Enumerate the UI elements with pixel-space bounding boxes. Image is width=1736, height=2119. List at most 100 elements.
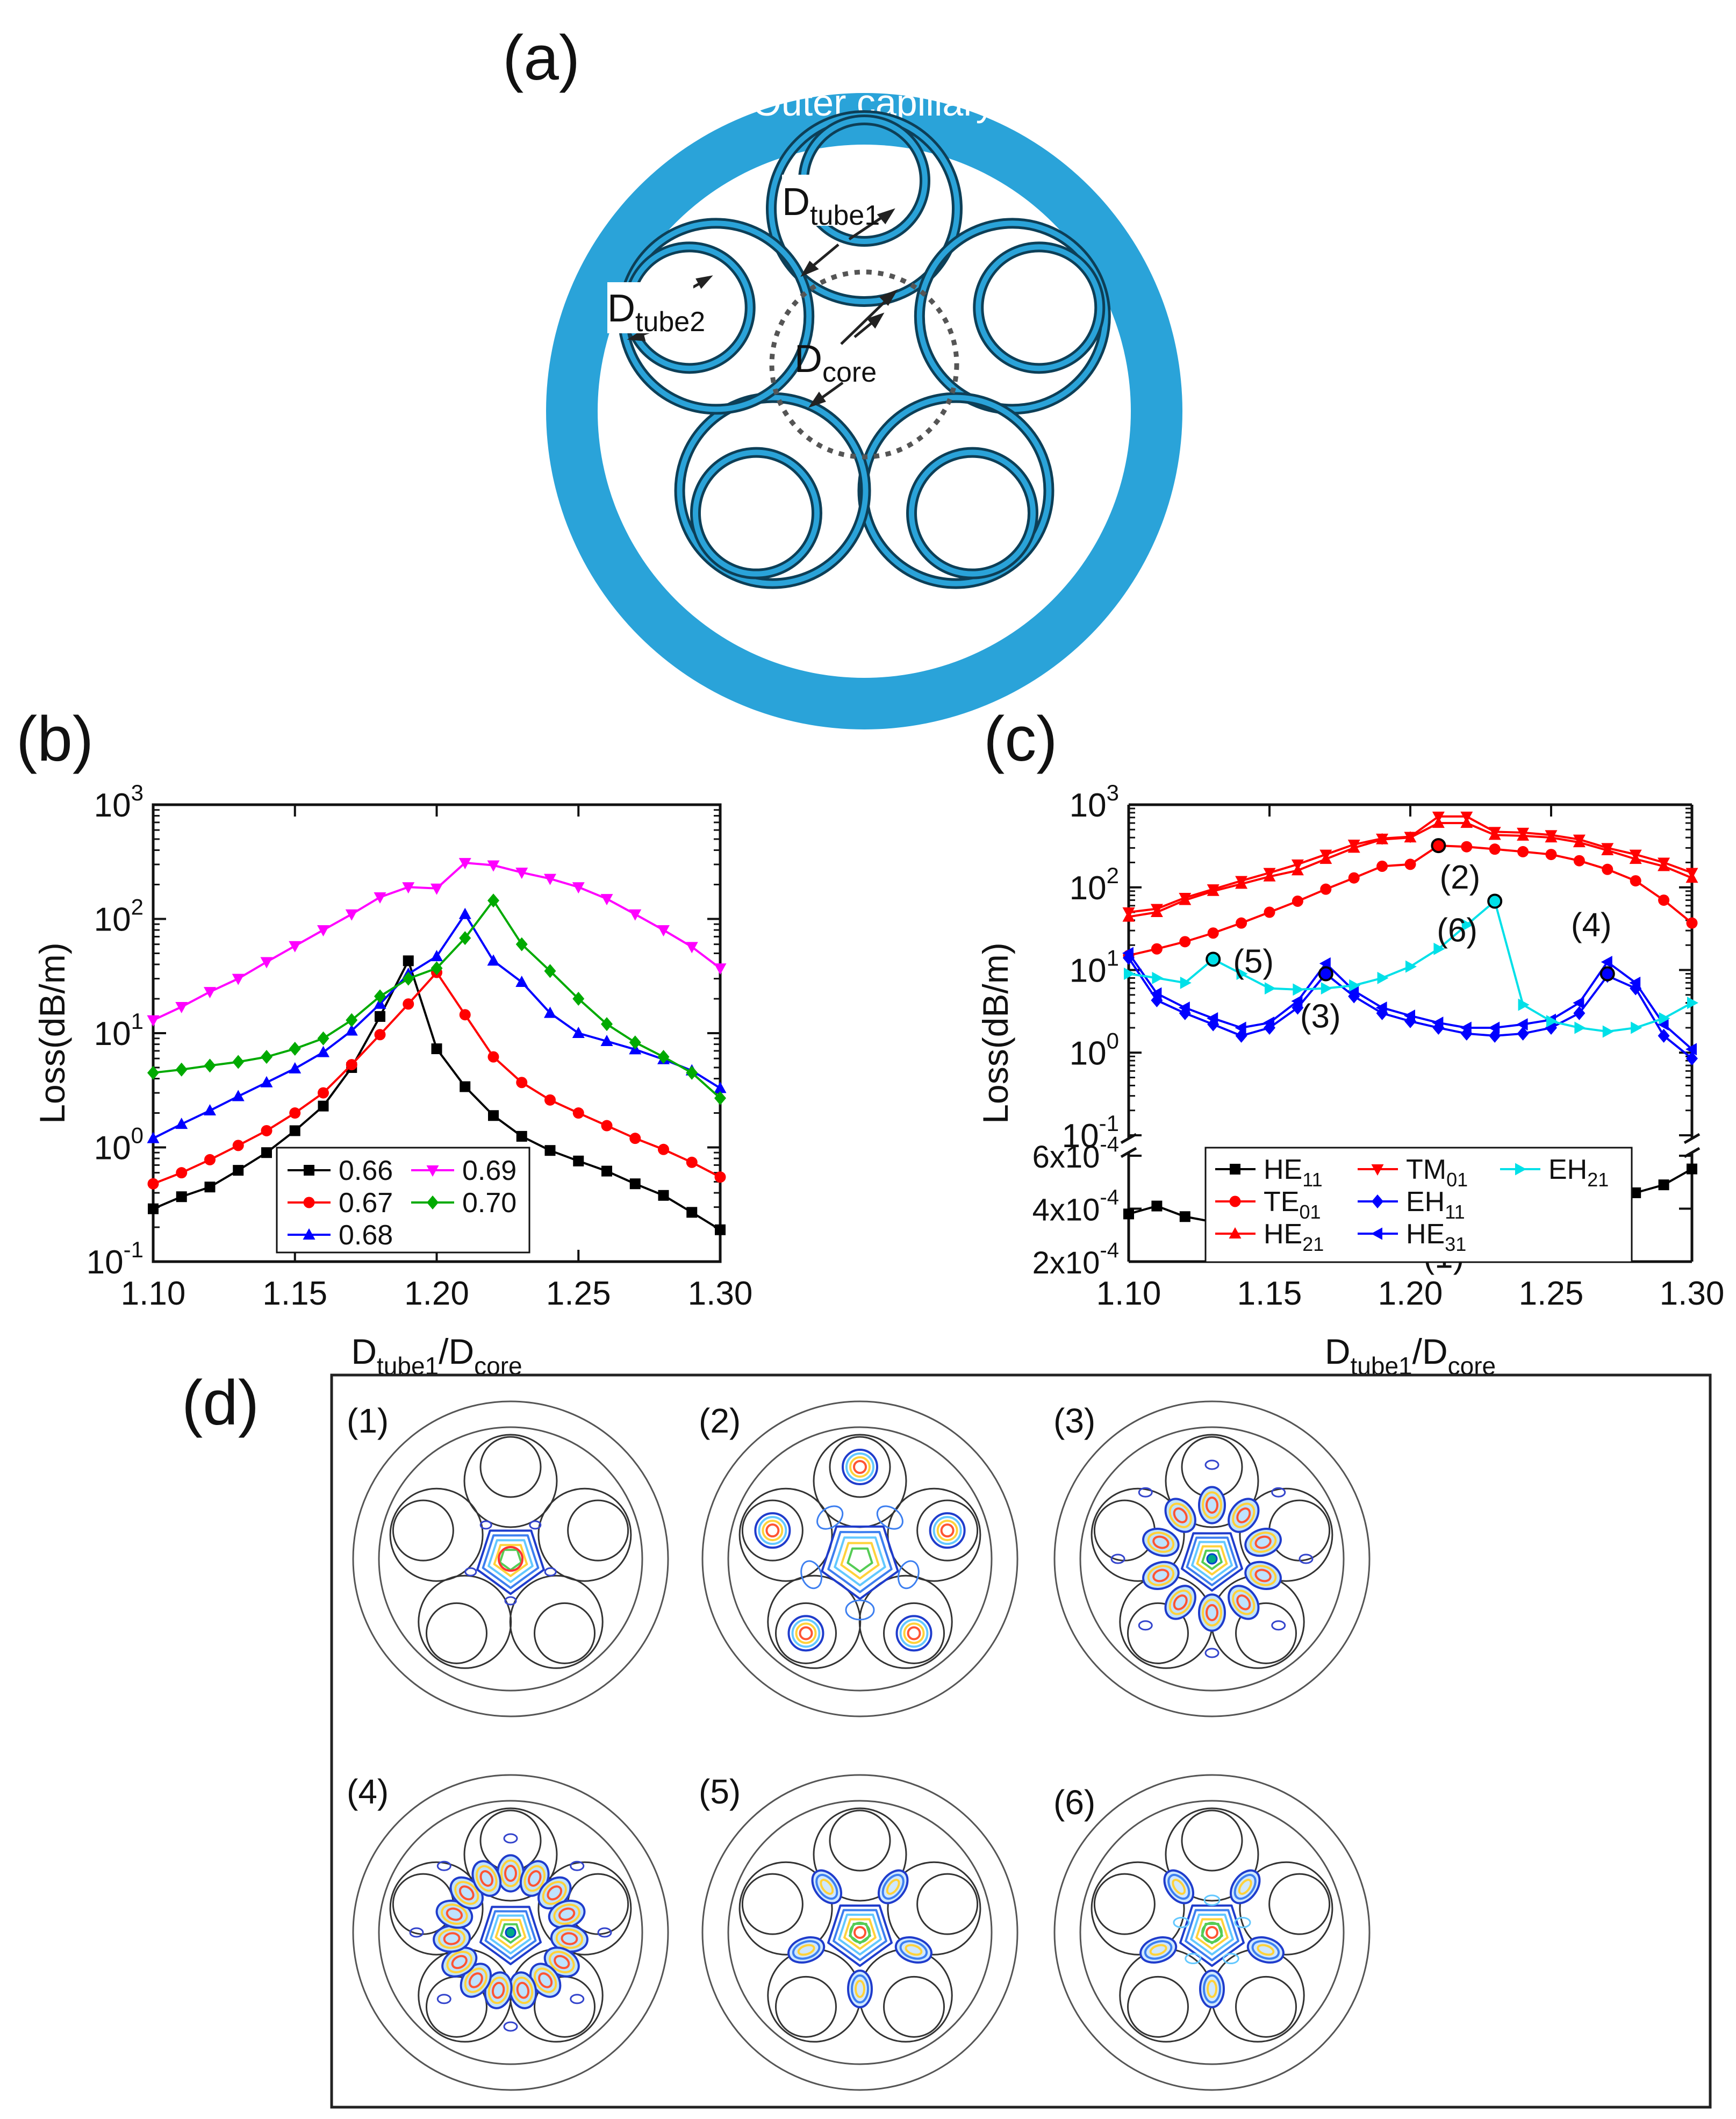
mode-petal bbox=[443, 1932, 461, 1945]
mode-tube-inner bbox=[774, 1975, 837, 2038]
chart-b-series-0.66 bbox=[148, 955, 726, 1235]
mode-crescent bbox=[1246, 1936, 1285, 1964]
chart-c-point-TE01 bbox=[1207, 927, 1219, 939]
mode-petal bbox=[527, 1870, 542, 1887]
chart-b-series-0.70 bbox=[147, 893, 726, 1105]
chart-b-point-0.66 bbox=[204, 1182, 216, 1193]
chart-b-point-0.70 bbox=[714, 1091, 726, 1105]
chart-c-point-TE01 bbox=[1686, 917, 1698, 929]
mode-tube-field bbox=[791, 1619, 821, 1648]
chart-b-series-0.69 bbox=[147, 858, 727, 1027]
chart-c-highlight-label: (3) bbox=[1300, 998, 1341, 1035]
chart-b-point-0.67 bbox=[374, 1029, 386, 1041]
mode-petal bbox=[1206, 1497, 1218, 1514]
chart-c-point-HE31 bbox=[1685, 1043, 1697, 1056]
mode-core-peak bbox=[849, 1922, 871, 1943]
mode-capillary-inner bbox=[727, 1426, 993, 1692]
mode-inner-lobe bbox=[1222, 1953, 1239, 1965]
mode-core-contour bbox=[1195, 1918, 1229, 1950]
chart-b-point-0.68 bbox=[232, 1090, 245, 1101]
chart-b-point-0.70 bbox=[601, 1017, 613, 1032]
mode-outer-lobe bbox=[1204, 1459, 1219, 1470]
mode-gap-lobe bbox=[876, 1505, 903, 1530]
mode-petal bbox=[1168, 1590, 1192, 1615]
mode-cell-label: (3) bbox=[1053, 1401, 1095, 1440]
panel-d-mode-fields: (d) (1) (2) (3) (4) (5) (6) bbox=[182, 1368, 1712, 2109]
mode-tube-inner bbox=[883, 1602, 945, 1664]
chart-c-point-TM01 bbox=[1347, 840, 1360, 851]
mode-side-lobe bbox=[504, 1596, 517, 1606]
mode-tube-field bbox=[758, 1516, 787, 1545]
chart-c-point-TM01 bbox=[1488, 827, 1501, 839]
chart-c-point-HE31 bbox=[1404, 1009, 1415, 1022]
chart-c-point-EH21 bbox=[1180, 976, 1192, 989]
mode-tube-field bbox=[903, 1622, 925, 1644]
chart-b-point-0.69 bbox=[487, 860, 500, 872]
chart-c-point-HE31 bbox=[1657, 1018, 1669, 1031]
chart-c-axis-break bbox=[1683, 1133, 1701, 1144]
chart-c-legend-label: HE31 bbox=[1406, 1219, 1466, 1255]
panel-c-chart: (c) 1.10 1.15 1.20 1.25 1.30 10-1 100 101 102 103… bbox=[975, 704, 1724, 1380]
chart-b-point-0.66 bbox=[289, 1125, 300, 1136]
chart-b-point-0.68 bbox=[431, 950, 443, 962]
mode-petal bbox=[1254, 1535, 1272, 1549]
chart-c-xtick-label: 1.10 bbox=[1096, 1275, 1161, 1312]
chart-b-ylabel: Loss(dB/m) bbox=[32, 942, 72, 1123]
mode-cell-3 bbox=[1053, 1400, 1371, 1717]
chart-b-point-0.68 bbox=[572, 1027, 585, 1038]
chart-b-point-0.69 bbox=[147, 1015, 160, 1027]
mode-crescent bbox=[1257, 1944, 1275, 1956]
mode-petal bbox=[468, 1972, 483, 1988]
mode-tube-field bbox=[929, 1512, 966, 1549]
chart-b-point-0.68 bbox=[515, 975, 528, 987]
mode-tube-outer bbox=[463, 1434, 558, 1528]
chart-b-point-0.69 bbox=[175, 1002, 188, 1014]
mode-petal bbox=[1152, 1535, 1170, 1549]
core-boundary-circle bbox=[769, 269, 959, 460]
chart-b-point-0.68 bbox=[317, 1046, 329, 1057]
chart-b-point-0.66 bbox=[544, 1145, 556, 1156]
chart-c-point-TM01 bbox=[1629, 849, 1642, 861]
mode-crescent bbox=[787, 1936, 826, 1964]
mode-petal bbox=[500, 1859, 521, 1887]
mode-tube-inner bbox=[1235, 1602, 1297, 1664]
mode-tube-outer bbox=[389, 1487, 484, 1582]
mode-petal bbox=[458, 1885, 475, 1901]
mode-outer-lobe bbox=[436, 1860, 451, 1871]
chart-b-point-0.66 bbox=[658, 1190, 669, 1201]
chart-b-legend-label: 0.68 bbox=[339, 1220, 393, 1251]
outer-tube-glass-2 bbox=[916, 220, 1108, 412]
chart-c-ytick-label-upper: 102 bbox=[1070, 863, 1119, 907]
chart-b-point-0.70 bbox=[289, 1042, 301, 1056]
chart-c-point-TM01 bbox=[1573, 834, 1586, 846]
chart-c-highlight-point bbox=[1599, 966, 1615, 982]
chart-c-legend-marker bbox=[1372, 1194, 1383, 1208]
mode-tube-outer bbox=[1091, 1487, 1185, 1582]
chart-b-point-0.70 bbox=[232, 1055, 245, 1069]
cladding-interior bbox=[598, 145, 1131, 678]
chart-b-point-0.66 bbox=[715, 1224, 726, 1235]
mode-tube-inner bbox=[829, 1809, 891, 1872]
chart-c-xtick-label: 1.25 bbox=[1519, 1275, 1584, 1312]
chart-b-point-0.70 bbox=[317, 1031, 329, 1046]
chart-c-point-TM01 bbox=[1545, 830, 1558, 842]
chart-c-point-EH21 bbox=[1236, 968, 1248, 980]
chart-c-series-EH11 bbox=[1123, 951, 1698, 1066]
mode-crescent bbox=[894, 1936, 932, 1964]
chart-c-point-TE01 bbox=[1264, 906, 1275, 918]
chart-c-point-HE31 bbox=[1207, 1012, 1218, 1025]
mode-core-center bbox=[1206, 1553, 1218, 1565]
mode-side-lobe bbox=[529, 1520, 542, 1530]
chart-c-point-EH21 bbox=[1377, 971, 1389, 984]
chart-b-point-0.67 bbox=[686, 1156, 698, 1168]
mode-core-contour bbox=[1190, 1913, 1234, 1956]
chart-c-legend-marker bbox=[1229, 1195, 1241, 1207]
mode-petal bbox=[451, 1955, 468, 1970]
chart-c-ytick-label-lower: 4x10-4 bbox=[1032, 1186, 1119, 1228]
chart-c-point-EH21 bbox=[1152, 971, 1164, 984]
mode-crescent bbox=[792, 1940, 821, 1960]
chart-b-point-0.69 bbox=[714, 963, 727, 975]
mode-tube-outer bbox=[767, 1574, 862, 1669]
mode-gap-lobe bbox=[816, 1505, 844, 1530]
